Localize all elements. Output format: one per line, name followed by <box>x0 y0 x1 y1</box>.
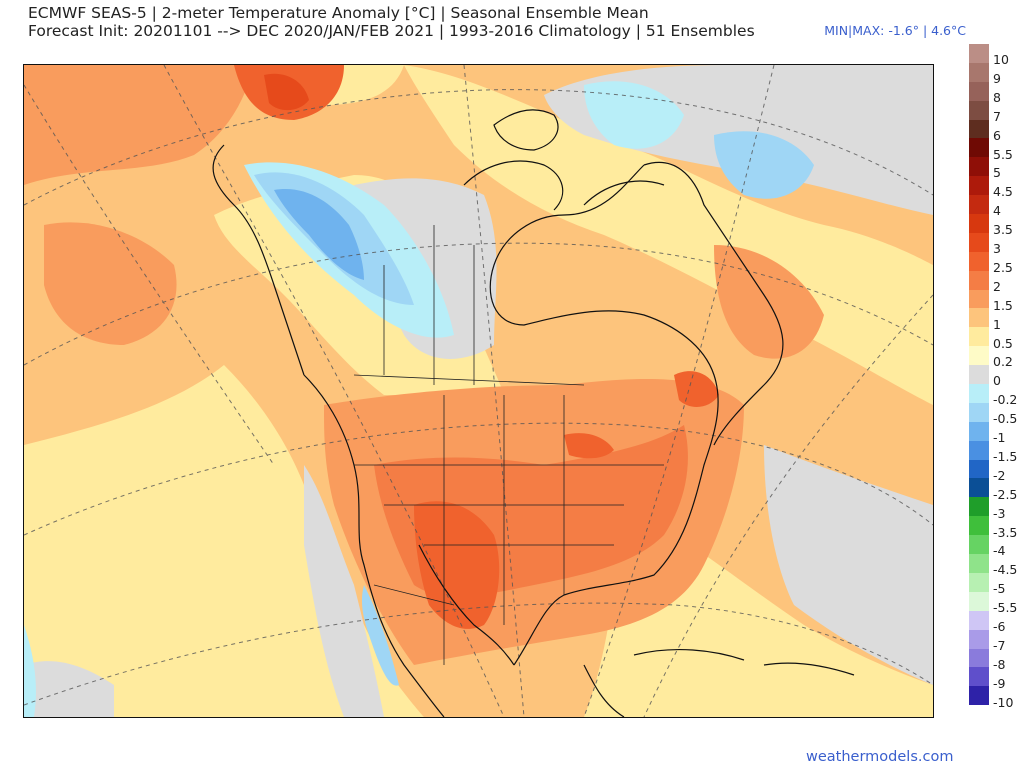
color-scale-swatch <box>969 44 989 63</box>
color-scale-swatch <box>969 62 989 82</box>
color-scale-label: -1.5 <box>993 448 1018 464</box>
color-scale-swatch <box>969 195 989 215</box>
color-scale-label: 3.5 <box>993 222 1013 238</box>
color-scale-swatch <box>969 327 989 347</box>
color-scale-label: -4.5 <box>993 562 1018 578</box>
color-scale-swatch <box>969 572 989 592</box>
color-scale-label: 3 <box>993 241 1001 256</box>
color-scale-swatch <box>969 308 989 328</box>
color-scale-swatch <box>969 497 989 517</box>
color-scale-label: 5 <box>993 165 1001 181</box>
color-scale-label: 4 <box>993 203 1001 219</box>
color-scale-swatch <box>969 421 989 441</box>
color-scale-swatch <box>969 440 989 460</box>
color-scale-swatch <box>969 610 989 630</box>
color-scale-swatch <box>969 119 989 139</box>
graticule <box>24 65 933 717</box>
title-line-2: Forecast Init: 20201101 --> DEC 2020/JAN… <box>28 22 755 40</box>
color-scale-swatch <box>969 346 989 366</box>
color-scale-label: 7 <box>993 108 1001 124</box>
color-scale-label: -1 <box>993 430 1006 445</box>
color-scale-label: 8 <box>993 89 1001 105</box>
color-scale-label: 0.2 <box>993 354 1013 370</box>
color-scale-swatch <box>969 176 989 196</box>
anomaly-map <box>23 64 934 718</box>
color-scale-label: -8 <box>993 656 1006 672</box>
color-scale-label: 2.5 <box>993 259 1013 275</box>
color-scale-swatch <box>969 667 989 687</box>
color-scale-label: 9 <box>993 70 1001 86</box>
color-scale-swatch <box>969 232 989 252</box>
color-scale-swatch <box>969 591 989 611</box>
title-line-1: ECMWF SEAS-5 | 2-meter Temperature Anoma… <box>28 4 649 22</box>
color-scale-label: 10 <box>993 52 1009 67</box>
color-scale-swatch <box>969 459 989 479</box>
map-canvas <box>24 65 933 717</box>
color-scale-label: -4 <box>993 543 1006 559</box>
color-scale-label: -3 <box>993 505 1006 521</box>
color-scale-label: -0.2 <box>993 392 1018 408</box>
color-scale-label: 6 <box>993 127 1001 143</box>
color-scale-swatch <box>969 157 989 177</box>
political-borders <box>353 225 664 665</box>
color-scale-legend: 10 9 8 7 6 5.5 5 4.5 4 3.5 3 2.5 2 1.5 1 0.5 0.2 0 -0.2 -0.… <box>969 44 1017 710</box>
color-scale-label: 0.5 <box>993 335 1013 351</box>
color-scale-label: -9 <box>993 675 1006 691</box>
color-scale-swatch <box>969 251 989 271</box>
color-scale-swatch <box>969 402 989 422</box>
color-scale-label: 1 <box>993 316 1001 332</box>
color-scale-label: -6 <box>993 619 1006 634</box>
credit-link[interactable]: weathermodels.com <box>806 749 954 765</box>
color-scale-swatch <box>969 289 989 309</box>
coastline-outline <box>212 109 855 717</box>
color-scale-label: 4.5 <box>993 184 1013 200</box>
color-scale-label: 1.5 <box>993 297 1013 313</box>
color-scale-label: 5.5 <box>993 146 1013 162</box>
anomaly-shading-warm <box>24 65 824 665</box>
color-scale-label: -5 <box>993 581 1006 597</box>
color-scale-swatch <box>969 270 989 290</box>
color-scale-swatch <box>969 554 989 573</box>
color-scale-label: -2 <box>993 467 1006 483</box>
color-scale-swatch <box>969 384 989 403</box>
color-scale-label: -0.5 <box>993 411 1018 427</box>
color-scale-label: -10 <box>993 694 1014 710</box>
color-scale-swatch <box>969 214 989 233</box>
color-scale-label: -3.5 <box>993 524 1018 540</box>
color-scale-swatch <box>969 629 989 649</box>
color-scale-swatch <box>969 516 989 536</box>
color-scale-label: -2.5 <box>993 486 1018 502</box>
color-scale-label: 2 <box>993 278 1001 294</box>
color-scale-swatch <box>969 686 989 706</box>
color-scale-swatch <box>969 535 989 555</box>
color-scale-swatch <box>969 478 989 498</box>
color-scale-swatch <box>969 100 989 120</box>
anomaly-shading-cool <box>24 81 814 717</box>
color-scale-swatch <box>969 365 989 385</box>
color-scale-label: 0 <box>993 373 1001 389</box>
color-scale-swatch <box>969 138 989 158</box>
color-scale-swatch <box>969 648 989 668</box>
color-scale-label: -5.5 <box>993 600 1018 616</box>
color-scale-swatch <box>969 81 989 101</box>
min-max-readout: MIN|MAX: -1.6° | 4.6°C <box>824 23 966 38</box>
color-scale-label: -7 <box>993 637 1006 653</box>
